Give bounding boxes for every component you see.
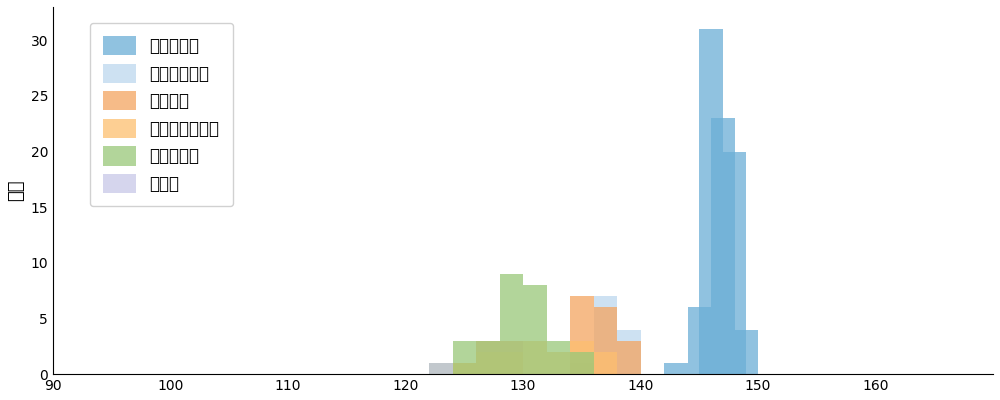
Bar [711,118,735,374]
Bar [429,363,453,374]
Bar [617,330,641,374]
Bar [476,352,500,374]
Bar [570,296,594,374]
Bar [453,363,476,374]
Bar [664,363,688,374]
Bar [594,352,617,374]
Bar [429,363,453,374]
Bar [453,341,476,374]
Bar [523,341,547,374]
Bar [617,341,641,374]
Y-axis label: 球数: 球数 [7,180,25,201]
Bar [570,363,594,374]
Bar [429,363,453,374]
Bar [723,152,746,374]
Bar [476,341,500,374]
Bar [500,341,523,374]
Bar [570,341,594,374]
Bar [570,352,594,374]
Legend: ストレート, カットボール, フォーク, チェンジアップ, スライダー, カーブ: ストレート, カットボール, フォーク, チェンジアップ, スライダー, カーブ [90,23,233,206]
Bar [500,274,523,374]
Bar [735,330,758,374]
Bar [594,308,617,374]
Bar [688,308,711,374]
Bar [523,285,547,374]
Bar [500,352,523,374]
Bar [594,296,617,374]
Bar [547,352,570,374]
Bar [699,29,723,374]
Bar [453,363,476,374]
Bar [476,341,500,374]
Bar [547,341,570,374]
